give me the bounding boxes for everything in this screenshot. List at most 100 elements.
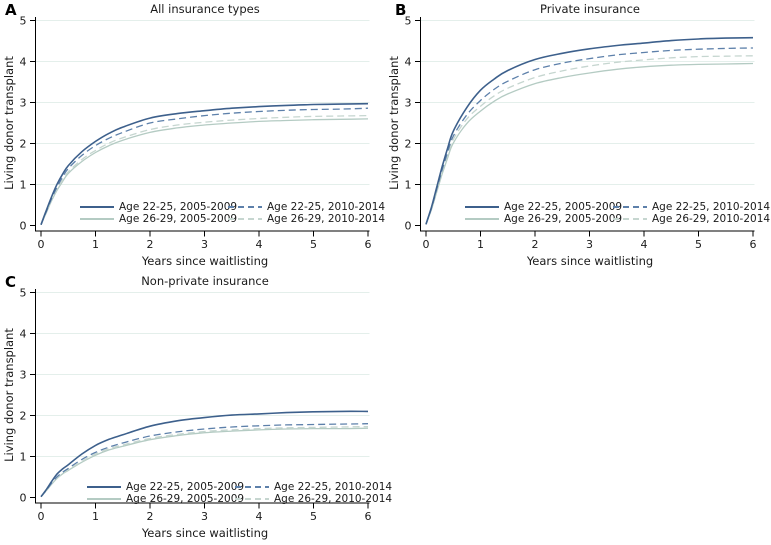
legend-label: Age 22-25, 2010-2014 <box>652 201 771 213</box>
x-axis-title-A: Years since waitlisting <box>141 254 269 268</box>
legend-entry: Age 26-29, 2005-2009 <box>465 213 622 225</box>
legend-line-green-solid <box>87 498 121 500</box>
series-line-3-dashed <box>40 425 369 498</box>
panel-B: B Private insurance Living donor transpl… <box>385 0 771 272</box>
x-tick-label: 0 <box>423 238 430 251</box>
legend-B: Age 22-25, 2005-2009 Age 22-25, 2010-201… <box>385 201 771 225</box>
legend-label: Age 22-25, 2010-2014 <box>267 201 386 213</box>
x-axis-title-C: Years since waitlisting <box>141 526 269 540</box>
chart-title-B: Private insurance <box>540 2 640 16</box>
y-tick-label: 4 <box>405 56 412 69</box>
legend-line-green-solid <box>80 218 114 220</box>
legend-row: Age 22-25, 2005-2009 Age 22-25, 2010-201… <box>80 201 386 213</box>
legend-C: Age 22-25, 2005-2009 Age 22-25, 2010-201… <box>0 481 392 505</box>
legend-line-navy-dashed <box>228 206 262 208</box>
legend-entry: Age 22-25, 2010-2014 <box>228 201 385 213</box>
x-tick-label: 4 <box>641 238 648 251</box>
series-line-1-dashed <box>40 423 369 498</box>
axis-lines <box>420 17 755 232</box>
y-tick-label: 2 <box>20 138 27 151</box>
y-tick-label: 1 <box>20 451 27 464</box>
x-tick-label: 5 <box>695 238 702 251</box>
legend-entry: Age 22-25, 2005-2009 <box>87 481 244 493</box>
x-tick-label: 5 <box>310 510 317 523</box>
legend-line-navy-solid <box>465 206 499 208</box>
x-tick-label: 6 <box>365 510 372 523</box>
y-tick-label: 5 <box>20 15 27 28</box>
axis-lines <box>35 289 370 504</box>
series-line-0-solid <box>40 410 369 498</box>
y-tick-label: 2 <box>405 138 412 151</box>
legend-row: Age 26-29, 2005-2009 Age 26-29, 2010-201… <box>87 493 392 505</box>
x-tick-label: 3 <box>586 238 593 251</box>
legend-row: Age 22-25, 2005-2009 Age 22-25, 2010-201… <box>87 481 392 493</box>
legend-line-navy-solid <box>87 486 121 488</box>
series-line-3-dashed <box>425 55 754 225</box>
legend-A: Age 22-25, 2005-2009 Age 22-25, 2010-201… <box>0 201 386 225</box>
legend-row: Age 26-29, 2005-2009 Age 26-29, 2010-201… <box>80 213 386 225</box>
y-tick-label: 0 <box>20 492 27 505</box>
legend-label: Age 26-29, 2005-2009 <box>126 493 245 505</box>
chart-title-A: All insurance types <box>150 2 260 16</box>
legend-label: Age 26-29, 2005-2009 <box>119 213 238 225</box>
x-tick-label: 0 <box>38 238 45 251</box>
panel-letter-A: A <box>5 1 17 19</box>
x-tick-label: 2 <box>532 238 539 251</box>
panel-A: A All insurance types Living donor trans… <box>0 0 386 272</box>
legend-entry: Age 26-29, 2010-2014 <box>613 213 770 225</box>
x-axis-title-B: Years since waitlisting <box>526 254 654 268</box>
x-tick-label: 1 <box>92 510 99 523</box>
legend-entry: Age 26-29, 2010-2014 <box>228 213 385 225</box>
legend-label: Age 22-25, 2005-2009 <box>126 481 245 493</box>
legend-entry: Age 26-29, 2005-2009 <box>80 213 237 225</box>
series-line-2-solid <box>425 62 754 225</box>
x-tick-label: 1 <box>477 238 484 251</box>
legend-label: Age 26-29, 2010-2014 <box>267 213 386 225</box>
legend-label: Age 22-25, 2005-2009 <box>504 201 623 213</box>
plot-area-C: 0 1 2 3 4 5 0 1 2 3 4 5 6 <box>20 287 372 524</box>
y-tick-label: 5 <box>20 287 27 300</box>
series-line-3-dashed <box>40 114 369 225</box>
legend-entry: Age 22-25, 2005-2009 <box>80 201 237 213</box>
x-tick-label: 3 <box>201 510 208 523</box>
legend-label: Age 26-29, 2010-2014 <box>652 213 771 225</box>
legend-label: Age 26-29, 2010-2014 <box>274 493 393 505</box>
axis-lines <box>35 17 370 232</box>
panel-C: C Non-private insurance Living donor tra… <box>0 272 392 545</box>
legend-line-navy-dashed <box>613 206 647 208</box>
panel-letter-B: B <box>395 1 407 19</box>
x-tick-label: 6 <box>365 238 372 251</box>
panel-letter-C: C <box>5 273 17 291</box>
legend-line-navy-dashed <box>235 486 269 488</box>
legend-entry: Age 26-29, 2005-2009 <box>87 493 244 505</box>
x-tick-label: 6 <box>750 238 757 251</box>
chart-title-C: Non-private insurance <box>141 274 269 288</box>
y-tick-label: 1 <box>405 179 412 192</box>
y-tick-label: 0 <box>405 220 412 233</box>
y-tick-label: 3 <box>20 369 27 382</box>
x-tick-label: 2 <box>147 510 154 523</box>
x-tick-label: 2 <box>147 238 154 251</box>
legend-line-green-solid <box>465 218 499 220</box>
series-line-0-solid <box>40 102 369 225</box>
y-tick-label: 4 <box>20 56 27 69</box>
y-tick-label: 3 <box>20 97 27 110</box>
plot-area-A: 0 1 2 3 4 5 0 1 2 3 4 5 6 <box>20 15 372 252</box>
legend-line-green-dashed <box>613 218 647 220</box>
legend-entry: Age 26-29, 2010-2014 <box>235 493 392 505</box>
y-tick-label: 3 <box>405 97 412 110</box>
legend-row: Age 22-25, 2005-2009 Age 22-25, 2010-201… <box>465 201 771 213</box>
legend-entry: Age 22-25, 2010-2014 <box>613 201 770 213</box>
x-tick-label: 3 <box>201 238 208 251</box>
plot-area-B: 0 1 2 3 4 5 0 1 2 3 4 5 6 <box>405 15 757 252</box>
y-tick-label: 2 <box>20 410 27 423</box>
legend-label: Age 22-25, 2005-2009 <box>119 201 238 213</box>
legend-line-navy-solid <box>80 206 114 208</box>
legend-line-green-dashed <box>228 218 262 220</box>
y-tick-label: 0 <box>20 220 27 233</box>
legend-line-green-dashed <box>235 498 269 500</box>
legend-label: Age 26-29, 2005-2009 <box>504 213 623 225</box>
legend-label: Age 22-25, 2010-2014 <box>274 481 393 493</box>
legend-entry: Age 22-25, 2005-2009 <box>465 201 622 213</box>
